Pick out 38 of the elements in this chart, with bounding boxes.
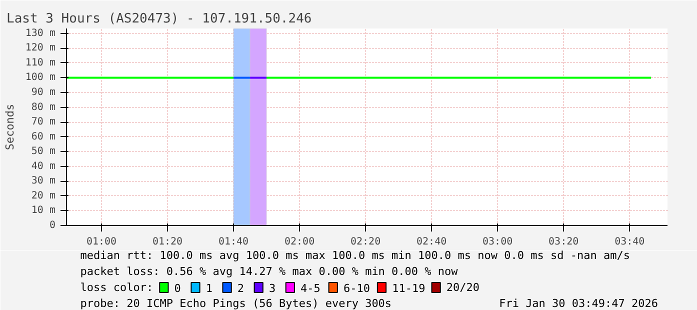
text: Fri Jan 30 03:49:47 2026 <box>499 297 658 310</box>
x-tick-label: 02:40 <box>416 236 447 248</box>
y-tick-label: 0 <box>49 220 56 231</box>
x-tick-label: 02:20 <box>350 236 381 248</box>
x-tick-label: 01:20 <box>152 236 183 248</box>
y-tick-label: 30 m <box>31 176 56 187</box>
y-tick-label: 10 m <box>31 205 56 216</box>
x-tick-label: 03:40 <box>614 236 645 248</box>
x-tick-label: 02:00 <box>284 236 315 248</box>
legend-label: 20/20 <box>446 281 480 294</box>
y-tick-label: 120 m <box>25 42 56 54</box>
chart-title: Last 3 Hours (AS20473) - 107.191.50.246 <box>6 12 312 26</box>
text: probe: 20 ICMP Echo Pings (56 Bytes) every 300s <box>80 297 392 310</box>
y-tick-label: 80 m <box>31 102 56 113</box>
legend-label: 0 <box>174 282 181 295</box>
y-axis-title: Seconds <box>3 104 16 150</box>
text: median rtt: 100.0 ms avg 100.0 ms max 100.0 ms min 100.0 ms now 0.0 ms sd -nan am/s <box>80 249 630 262</box>
y-tick-label: 90 m <box>31 86 56 98</box>
y-tick-label: 110 m <box>25 57 56 68</box>
legend-label: 1 <box>206 282 212 295</box>
legend-label: 4-5 <box>300 282 320 295</box>
legend-label: 11-19 <box>392 282 426 295</box>
y-tick-label: 50 m <box>31 146 56 158</box>
legend-label: 3 <box>268 282 276 295</box>
x-tick-label: 01:40 <box>218 236 249 248</box>
y-tick-label: 20 m <box>31 190 56 202</box>
x-tick-label: 01:00 <box>86 236 117 248</box>
legend-title: loss color: <box>80 281 154 294</box>
y-tick-label: 130 m <box>25 28 56 39</box>
y-tick-label: 40 m <box>31 160 56 172</box>
y-tick-label: 100 m <box>25 72 56 84</box>
y-tick-label: 70 m <box>31 116 56 128</box>
y-tick-label: 60 m <box>31 131 56 142</box>
x-tick-label: 03:20 <box>548 236 579 248</box>
legend-label: 2 <box>237 282 244 295</box>
legend-label: 6-10 <box>343 282 370 295</box>
x-tick-label: 03:00 <box>482 236 513 248</box>
text: packet loss: 0.56 % avg 14.27 % max 0.00 % min 0.00 % now <box>80 265 458 278</box>
